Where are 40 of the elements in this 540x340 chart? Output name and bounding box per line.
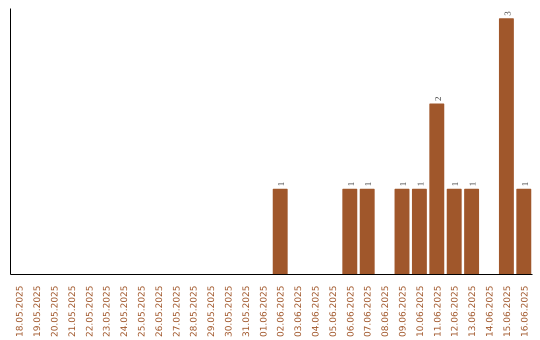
x-tick-label: 04.06.2025 bbox=[312, 286, 322, 338]
data-label: 1 bbox=[520, 182, 530, 186]
x-tick-label: 13.06.2025 bbox=[468, 286, 478, 338]
data-label: 1 bbox=[363, 182, 374, 186]
data-label: 1 bbox=[468, 182, 478, 186]
x-tick-label: 01.06.2025 bbox=[259, 286, 270, 338]
data-label: 3 bbox=[502, 10, 512, 16]
x-tick-label: 02.06.2025 bbox=[276, 286, 287, 338]
x-tick-label: 11.06.2025 bbox=[433, 286, 444, 338]
x-tick-label: 26.05.2025 bbox=[154, 286, 165, 338]
x-tick-label: 06.06.2025 bbox=[346, 286, 356, 338]
x-tick-label: 28.05.2025 bbox=[190, 286, 200, 338]
x-tick-label: 31.05.2025 bbox=[242, 286, 252, 338]
x-tick-label: 15.06.2025 bbox=[502, 286, 513, 338]
x-tick-label: 07.06.2025 bbox=[364, 286, 374, 338]
x-tick-label: 23.05.2025 bbox=[102, 286, 113, 338]
x-tick-label: 14.06.2025 bbox=[486, 286, 496, 338]
x-tick-label: 20.05.2025 bbox=[50, 286, 60, 338]
x-tick-label: 27.05.2025 bbox=[172, 286, 182, 338]
x-tick-label: 08.06.2025 bbox=[381, 286, 392, 338]
x-tick-label: 12.06.2025 bbox=[450, 286, 461, 338]
x-tick-label: 16.06.2025 bbox=[520, 286, 530, 338]
x-tick-label: 25.05.2025 bbox=[138, 286, 148, 338]
x-tick-label: 03.06.2025 bbox=[294, 286, 304, 338]
data-label: 1 bbox=[415, 182, 426, 186]
x-tick-label: 30.05.2025 bbox=[224, 286, 234, 338]
x-tick-label: 24.05.2025 bbox=[120, 286, 130, 338]
data-label: 2 bbox=[432, 96, 443, 101]
x-tick-label: 21.05.2025 bbox=[68, 286, 78, 338]
x-tick-label: 29.05.2025 bbox=[207, 286, 218, 338]
x-tick-label: 19.05.2025 bbox=[33, 286, 44, 338]
data-label: 1 bbox=[276, 182, 286, 186]
data-label: 1 bbox=[450, 182, 460, 186]
x-tick-label: 18.05.2025 bbox=[16, 286, 26, 338]
x-tick-label: 10.06.2025 bbox=[416, 286, 426, 338]
data-label: 1 bbox=[346, 182, 356, 186]
data-label: 1 bbox=[398, 182, 408, 186]
x-tick-label: 05.06.2025 bbox=[328, 286, 339, 338]
x-tick-label: 09.06.2025 bbox=[398, 286, 408, 338]
x-tick-label: 22.05.2025 bbox=[85, 286, 96, 338]
